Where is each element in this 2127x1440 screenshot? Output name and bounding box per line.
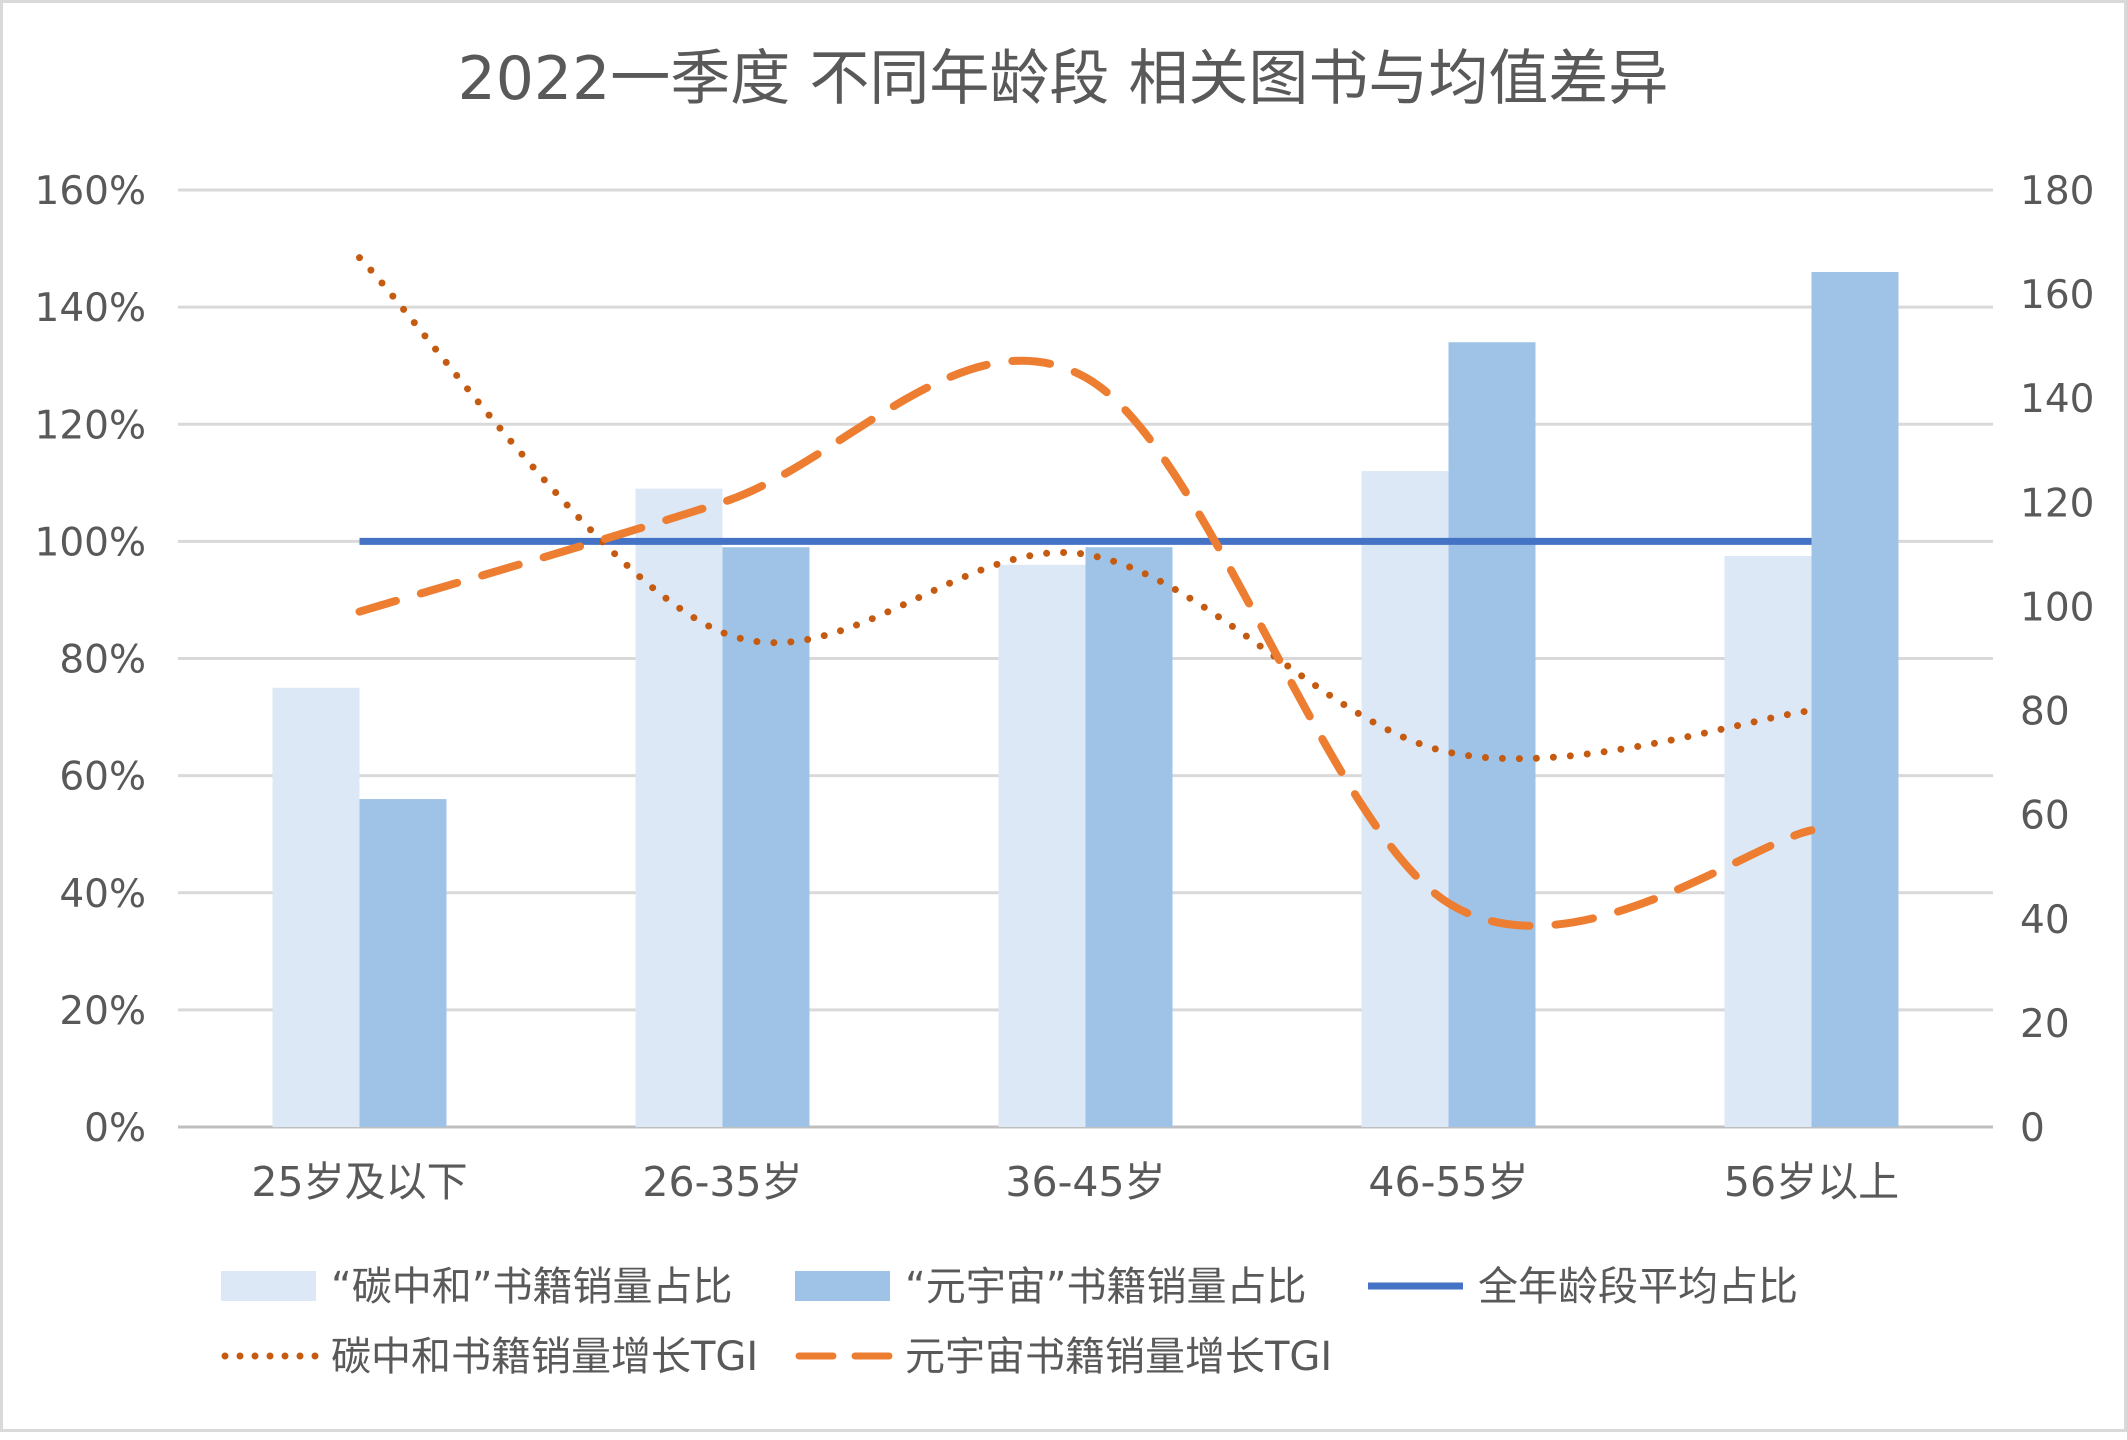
bar bbox=[359, 799, 447, 1127]
legend-item: “元宇宙”书籍销量占比 bbox=[795, 1264, 1306, 1310]
left-tick-label: 100% bbox=[35, 520, 147, 565]
bar-series bbox=[272, 271, 1899, 1128]
left-tick-label: 140% bbox=[35, 286, 147, 331]
legend-label: 碳中和书籍销量增长TGI bbox=[331, 1334, 758, 1380]
category-axis: 25岁及以下 26-35岁 36-45岁 46-55岁 56岁以上 bbox=[251, 1158, 1899, 1206]
category-label: 46-55岁 bbox=[1368, 1158, 1528, 1206]
bar bbox=[998, 564, 1086, 1127]
series-line bbox=[356, 254, 1815, 763]
right-tick-label: 100 bbox=[2020, 585, 2094, 630]
series-line bbox=[355, 356, 1816, 930]
legend-swatch bbox=[221, 1271, 316, 1301]
chart-canvas: 2022一季度 不同年龄段 相关图书与均值差异 0% 20% 40% 60% 80% 10… bbox=[35, 44, 2095, 1380]
right-tick-label: 80 bbox=[2020, 690, 2070, 735]
legend: “碳中和”书籍销量占比 “元宇宙”书籍销量占比 全年龄段平均占比碳中和书籍销量增长T… bbox=[221, 1264, 1798, 1380]
line-series bbox=[355, 254, 1816, 930]
bar bbox=[1448, 342, 1536, 1127]
right-tick-label: 40 bbox=[2020, 898, 2070, 943]
right-tick-label: 120 bbox=[2020, 481, 2094, 526]
legend-item: “碳中和”书籍销量占比 bbox=[221, 1264, 732, 1310]
left-tick-label: 0% bbox=[84, 1106, 146, 1151]
right-tick-label: 0 bbox=[2020, 1106, 2045, 1151]
legend-label: 全年龄段平均占比 bbox=[1478, 1264, 1798, 1310]
right-tick-label: 20 bbox=[2020, 1002, 2070, 1047]
legend-swatch bbox=[795, 1271, 890, 1301]
right-tick-label: 180 bbox=[2020, 169, 2094, 214]
left-tick-label: 20% bbox=[59, 989, 146, 1034]
left-axis: 0% 20% 40% 60% 80% 100% 120% 140% 160% bbox=[35, 169, 147, 1151]
right-tick-label: 160 bbox=[2020, 273, 2094, 318]
legend-item: 碳中和书籍销量增长TGI bbox=[221, 1334, 758, 1380]
legend-item: 全年龄段平均占比 bbox=[1368, 1264, 1798, 1310]
category-label: 56岁以上 bbox=[1724, 1158, 1899, 1206]
category-label: 25岁及以下 bbox=[251, 1158, 467, 1206]
legend-item: 元宇宙书籍销量增长TGI bbox=[795, 1334, 1332, 1380]
category-label: 26-35岁 bbox=[642, 1158, 802, 1206]
bar bbox=[722, 547, 810, 1127]
bar bbox=[1811, 271, 1899, 1127]
legend-label: “元宇宙”书籍销量占比 bbox=[905, 1264, 1306, 1310]
right-tick-label: 60 bbox=[2020, 794, 2070, 839]
left-tick-label: 40% bbox=[59, 872, 146, 917]
bar bbox=[1361, 471, 1449, 1128]
category-label: 36-45岁 bbox=[1005, 1158, 1165, 1206]
left-tick-label: 160% bbox=[35, 169, 147, 214]
chart-title: 2022一季度 不同年龄段 相关图书与均值差异 bbox=[458, 44, 1669, 114]
left-tick-label: 80% bbox=[59, 638, 146, 683]
bar bbox=[1724, 556, 1812, 1127]
left-tick-label: 120% bbox=[35, 403, 147, 448]
left-tick-label: 60% bbox=[59, 755, 146, 800]
bar bbox=[272, 687, 360, 1127]
bar bbox=[1085, 547, 1173, 1127]
bar bbox=[635, 488, 723, 1127]
legend-label: 元宇宙书籍销量增长TGI bbox=[905, 1334, 1332, 1380]
right-tick-label: 140 bbox=[2020, 377, 2094, 422]
legend-label: “碳中和”书籍销量占比 bbox=[331, 1264, 732, 1310]
right-axis: 0 20 40 60 80 100 120 140 160 180 bbox=[2020, 169, 2094, 1151]
